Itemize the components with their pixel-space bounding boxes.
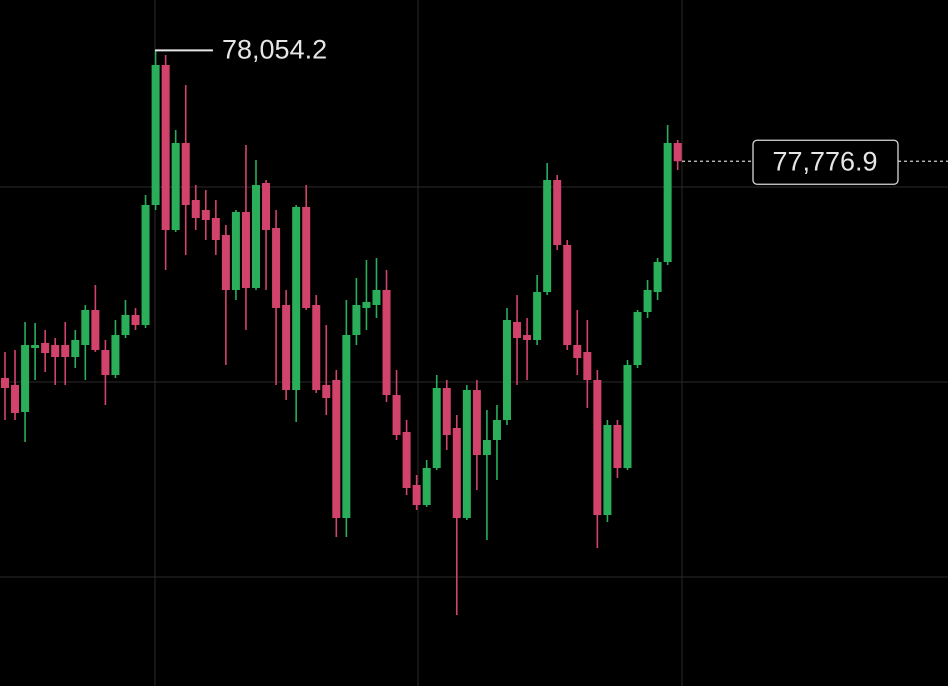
candle-body [432, 388, 441, 468]
candle-body [241, 212, 250, 288]
candle-body [171, 143, 180, 230]
candle-body [71, 340, 80, 357]
candle-body [221, 235, 230, 290]
candle-body [663, 143, 672, 262]
candle-body [523, 335, 532, 340]
candle-body [563, 245, 572, 345]
candle-body [101, 350, 110, 375]
candle-body [673, 143, 682, 162]
candle-body [593, 380, 602, 515]
candle-body [1, 378, 9, 388]
high-marker-label: 78,054.2 [222, 34, 327, 64]
candle-body [543, 180, 552, 292]
candle-body [442, 388, 451, 435]
candle-body [292, 207, 301, 390]
candle-body [482, 440, 491, 455]
candle-body [41, 343, 50, 353]
candle-body [91, 310, 100, 350]
candle-body [402, 432, 411, 488]
candle-body [302, 207, 311, 308]
last-price-label: 77,776.9 [772, 146, 877, 176]
candle-body [513, 322, 522, 338]
candle-body [583, 352, 592, 380]
candle-body [272, 228, 281, 308]
candle-body [31, 345, 40, 348]
candle-body [21, 345, 30, 412]
candle-body [553, 180, 562, 245]
candle-body [332, 380, 341, 518]
overlay: 78,054.2 77,776.9 [155, 34, 948, 185]
candle-body [603, 425, 612, 515]
candle-body [131, 315, 140, 325]
candle-body [462, 390, 471, 518]
candle-body [141, 205, 150, 325]
candle-body [322, 385, 331, 398]
candle-body [151, 65, 160, 205]
candle-body [121, 315, 130, 335]
candle-body [111, 335, 120, 375]
candle-body [51, 345, 60, 357]
candle-body [252, 185, 260, 288]
candle-body [161, 65, 170, 230]
candle-body [262, 183, 271, 230]
candle-body [352, 305, 361, 335]
candle-body [312, 305, 321, 390]
candle-body [653, 262, 662, 292]
candle-body [613, 425, 622, 468]
candle-body [81, 310, 90, 345]
candle-body [372, 290, 381, 305]
candle-body [191, 200, 200, 218]
candle-body [533, 292, 542, 340]
candle-body [573, 345, 582, 358]
candle-body [412, 485, 421, 505]
candle-body [503, 320, 511, 420]
candle-body [61, 345, 70, 357]
candle-body [452, 428, 461, 518]
candle-body [11, 385, 20, 413]
candle-body [211, 218, 220, 240]
candle-body [201, 210, 210, 220]
candle-body [181, 143, 190, 205]
last-price-box [752, 139, 899, 185]
candle-body [392, 395, 401, 435]
candle-body [472, 390, 481, 455]
candle-body [422, 468, 431, 505]
candle-body [643, 290, 652, 312]
candles [1, 50, 682, 615]
candle-body [282, 305, 291, 390]
candle-body [623, 365, 632, 468]
candle-body [492, 420, 501, 440]
candle-body [362, 302, 371, 308]
candle-body [382, 290, 391, 395]
candle-body [231, 212, 240, 290]
candle-body [633, 312, 642, 365]
candle-body [342, 335, 351, 518]
